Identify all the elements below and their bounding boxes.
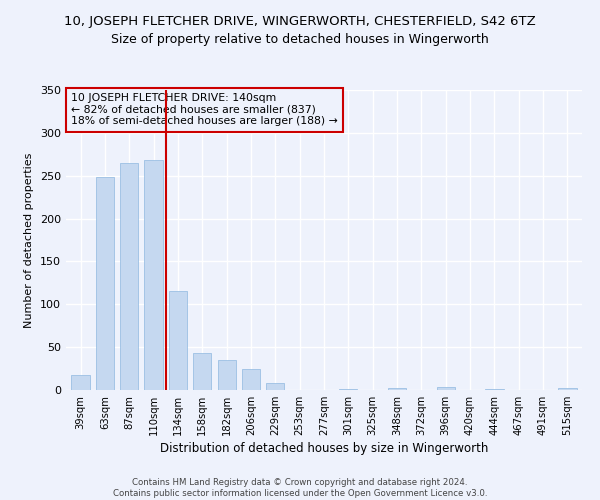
Bar bbox=[71, 374, 90, 390]
Bar bbox=[266, 383, 284, 390]
Bar bbox=[388, 388, 406, 390]
Text: Size of property relative to detached houses in Wingerworth: Size of property relative to detached ho… bbox=[111, 32, 489, 46]
Bar bbox=[193, 353, 211, 390]
Bar bbox=[169, 292, 187, 390]
Text: Contains HM Land Registry data © Crown copyright and database right 2024.
Contai: Contains HM Land Registry data © Crown c… bbox=[113, 478, 487, 498]
Bar bbox=[437, 388, 455, 390]
Text: 10, JOSEPH FLETCHER DRIVE, WINGERWORTH, CHESTERFIELD, S42 6TZ: 10, JOSEPH FLETCHER DRIVE, WINGERWORTH, … bbox=[64, 15, 536, 28]
X-axis label: Distribution of detached houses by size in Wingerworth: Distribution of detached houses by size … bbox=[160, 442, 488, 455]
Bar bbox=[339, 389, 358, 390]
Bar bbox=[485, 389, 503, 390]
Bar bbox=[242, 368, 260, 390]
Bar bbox=[120, 163, 139, 390]
Bar bbox=[558, 388, 577, 390]
Bar bbox=[96, 178, 114, 390]
Text: 10 JOSEPH FLETCHER DRIVE: 140sqm
← 82% of detached houses are smaller (837)
18% : 10 JOSEPH FLETCHER DRIVE: 140sqm ← 82% o… bbox=[71, 93, 338, 126]
Bar bbox=[218, 360, 236, 390]
Bar bbox=[145, 160, 163, 390]
Y-axis label: Number of detached properties: Number of detached properties bbox=[25, 152, 34, 328]
